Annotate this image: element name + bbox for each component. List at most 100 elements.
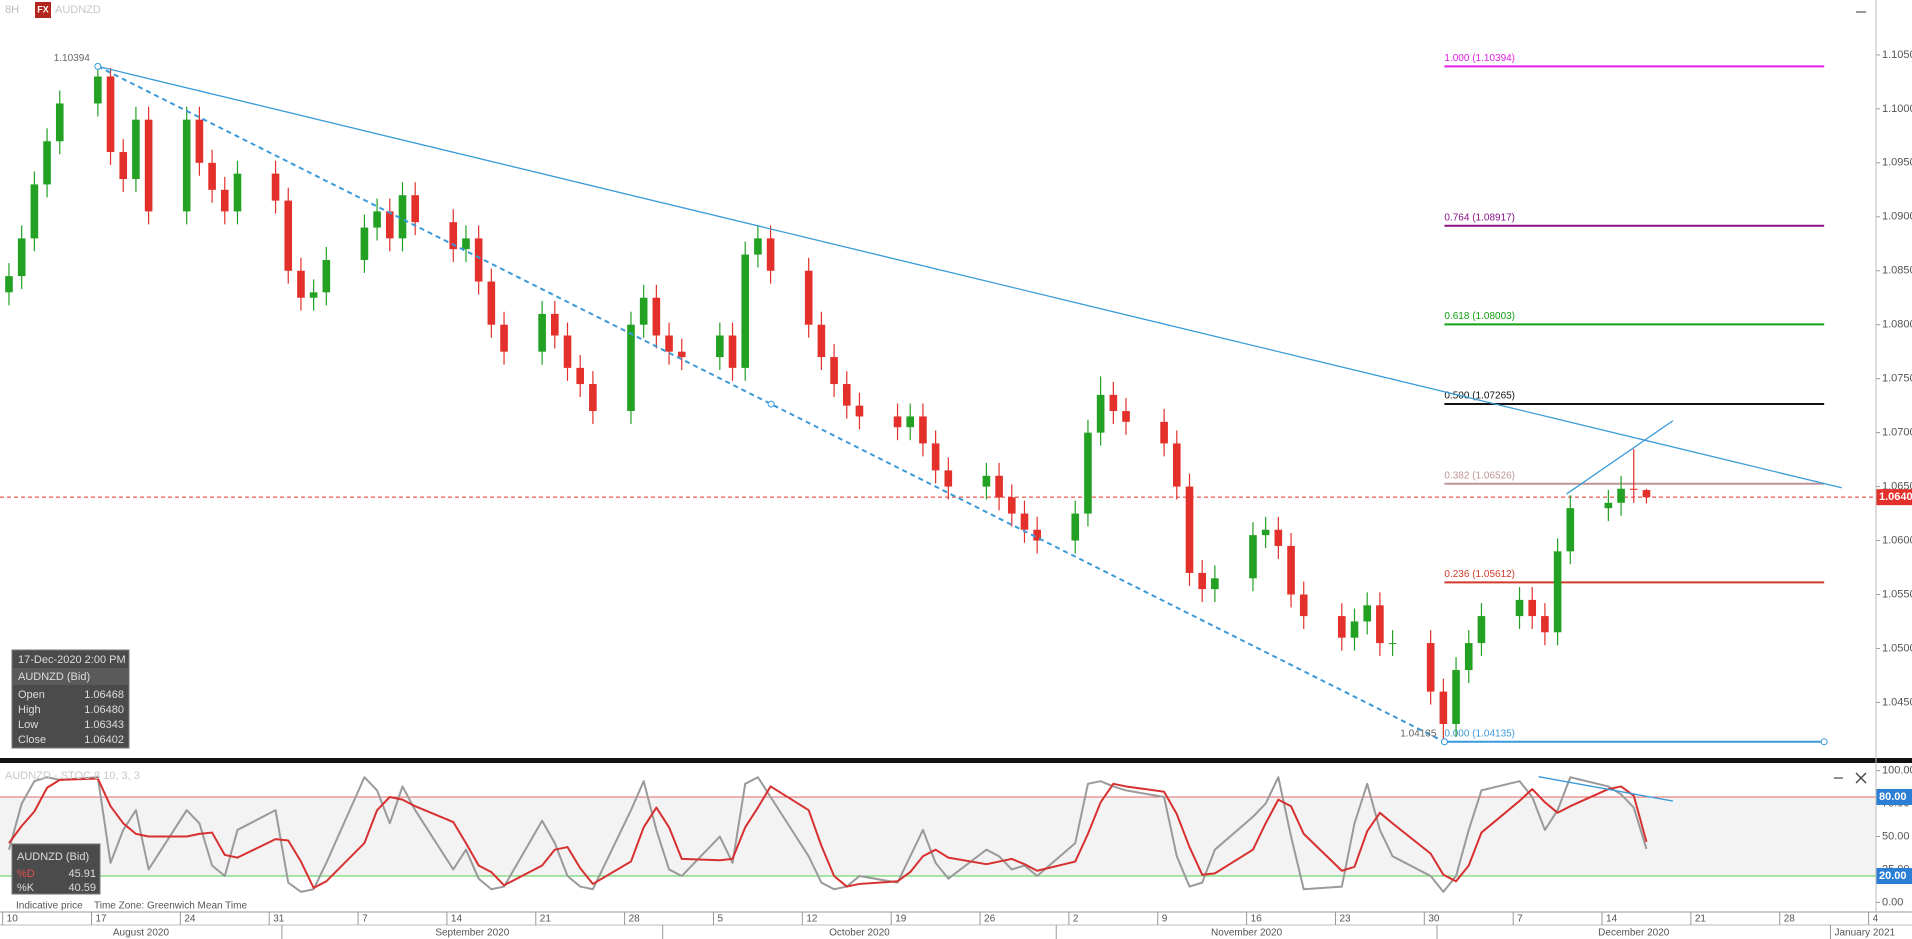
y-tick-label: 100.00 xyxy=(1882,765,1912,777)
candle-body xyxy=(284,200,293,271)
fib-handle xyxy=(1820,738,1828,746)
x-tick-label: 19 xyxy=(895,914,907,925)
x-tick-label: 12 xyxy=(806,914,818,925)
candle-body xyxy=(30,184,39,239)
candle-body xyxy=(1477,616,1486,644)
fib-label: 0.000 (1.04135) xyxy=(1444,728,1515,739)
month-label: August 2020 xyxy=(113,928,170,939)
stoch-band xyxy=(0,796,1876,877)
last-price-box xyxy=(1876,489,1912,506)
badge: FX xyxy=(37,4,49,14)
candle-body xyxy=(297,270,305,298)
candle-body xyxy=(1020,513,1029,530)
candle-body xyxy=(589,384,597,412)
ohlc-label: Open xyxy=(18,689,45,701)
fib-label: 0.500 (1.07265) xyxy=(1444,391,1515,402)
x-tick-label: 28 xyxy=(1784,914,1796,925)
y-tick-label: 1.07000 xyxy=(1882,427,1912,439)
candle-body xyxy=(1185,486,1194,573)
candle-body xyxy=(1452,670,1460,725)
candle-body xyxy=(944,470,953,487)
trendline xyxy=(97,65,1842,489)
candle-body xyxy=(830,357,838,385)
y-tick-label: 1.04500 xyxy=(1882,696,1912,708)
candle-body xyxy=(1439,691,1448,725)
trendline-handle xyxy=(767,400,775,408)
symbol[interactable]: AUDNZD xyxy=(55,4,101,16)
ohlc-value: 1.06402 xyxy=(84,734,124,746)
y-tick-label: 1.05500 xyxy=(1882,588,1912,600)
candle-body xyxy=(1261,529,1270,536)
candle-body xyxy=(919,416,927,444)
y-tick-label: 1.10500 xyxy=(1882,49,1912,61)
legend-label: %D xyxy=(17,868,35,880)
candle-body xyxy=(716,335,724,358)
x-tick-label: 5 xyxy=(717,914,723,925)
candle-body xyxy=(1363,605,1372,622)
candle-body xyxy=(322,259,331,293)
price-annotation: 1.04135 xyxy=(1400,728,1437,739)
trendline xyxy=(1566,420,1674,495)
candle-body xyxy=(893,416,902,428)
stoch-box-bg xyxy=(11,843,101,895)
candle-body xyxy=(1604,502,1613,509)
x-tick-label: 26 xyxy=(984,914,996,925)
candle-body xyxy=(309,292,318,298)
candle-body xyxy=(1033,529,1041,541)
footer-note: Indicative price xyxy=(16,901,83,912)
candle-body xyxy=(449,222,458,250)
footer-timezone: Time Zone: Greenwich Mean Time xyxy=(94,901,247,912)
timeframe[interactable]: 8H xyxy=(5,4,19,16)
time-axis: 10 17 24 31 7 14 21 28 5 12 19 26 2 9 16 23 30 7 14 21 28 4 Au… xyxy=(0,911,1912,939)
x-tick-label: 16 xyxy=(1251,914,1263,925)
candle-body xyxy=(462,238,470,250)
candle-body xyxy=(17,238,26,277)
candle-body xyxy=(1198,572,1206,590)
month-label: October 2020 xyxy=(829,928,890,939)
candle-body xyxy=(855,405,864,417)
x-tick-label: 4 xyxy=(1873,914,1879,925)
ohlc-box-bg xyxy=(11,649,130,749)
candle-body xyxy=(43,141,51,185)
x-tick-label: 2 xyxy=(1073,914,1079,925)
level-label: 80.00 xyxy=(1879,791,1907,803)
fib-label: 0.618 (1.08003) xyxy=(1444,311,1515,322)
month-label: September 2020 xyxy=(435,928,509,939)
close-button[interactable] xyxy=(1855,772,1867,784)
candle-body xyxy=(132,119,140,180)
header: 8H FX AUDNZD xyxy=(5,2,1866,18)
legend-value: 40.59 xyxy=(68,882,96,894)
ohlc-value: 1.06480 xyxy=(84,704,124,716)
fib-label: 0.236 (1.05612) xyxy=(1444,569,1515,580)
candle-body xyxy=(728,335,737,368)
candle-body xyxy=(94,76,102,104)
candle-body xyxy=(995,475,1003,498)
y-tick-label: 1.08000 xyxy=(1882,319,1912,331)
candle-body xyxy=(741,254,750,368)
price-annotation: 1.10394 xyxy=(54,53,91,64)
candle-body xyxy=(1541,616,1549,633)
x-tick-label: 7 xyxy=(1517,914,1523,925)
ohlc-label: Close xyxy=(18,734,46,746)
candle-body xyxy=(538,313,546,352)
candle-body xyxy=(119,152,128,180)
candle-body xyxy=(982,475,991,487)
ohlc-box: 17-Dec-2020 2:00 PM AUDNZD (Bid) Open 1.… xyxy=(11,649,130,749)
level-label: 20.00 xyxy=(1879,870,1907,882)
trendline xyxy=(97,65,1445,743)
x-tick-label: 17 xyxy=(95,914,107,925)
candle-body xyxy=(665,335,673,352)
candle-body xyxy=(1464,643,1473,671)
month-label: December 2020 xyxy=(1598,928,1670,939)
ohlc-label: Low xyxy=(18,719,38,731)
candle-body xyxy=(1211,578,1219,590)
ohlc-value: 1.06468 xyxy=(84,689,124,701)
fib-label: 0.764 (1.08917) xyxy=(1444,212,1515,223)
y-tick-label: 0.00 xyxy=(1882,896,1903,908)
candle-body xyxy=(1071,513,1080,541)
trendline-handle xyxy=(94,62,102,70)
candle-body xyxy=(411,195,419,223)
badge-bg xyxy=(35,2,51,18)
candle-body xyxy=(1160,421,1168,444)
x-tick-label: 14 xyxy=(1606,914,1618,925)
